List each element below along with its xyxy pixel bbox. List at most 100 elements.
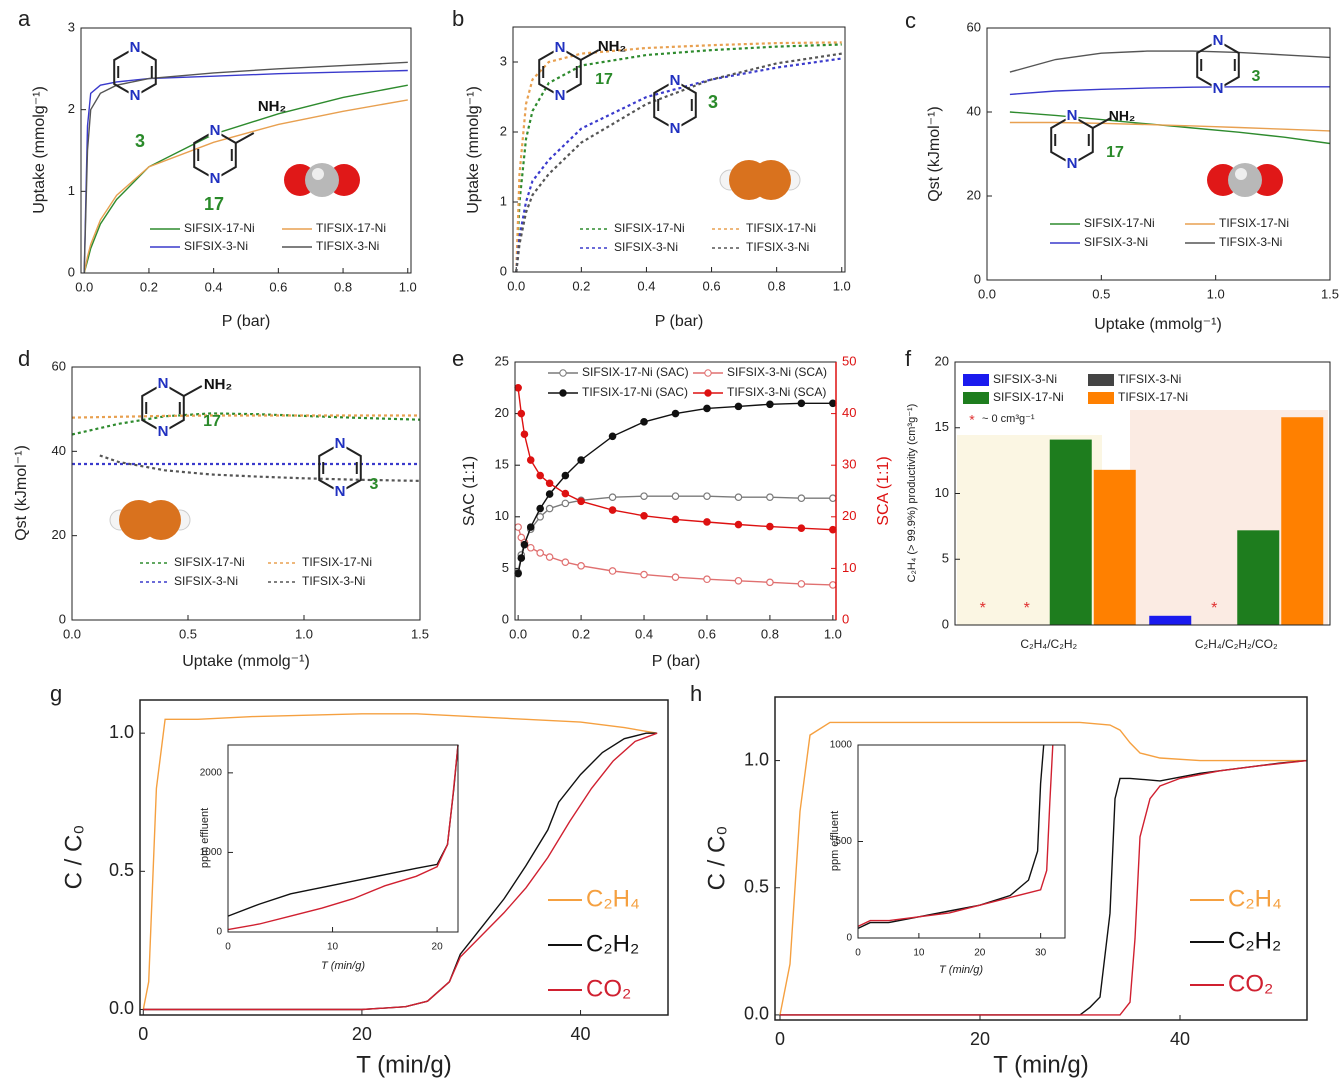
panel-label: f xyxy=(905,346,912,371)
x-axis-label: Uptake (mmolg⁻¹) xyxy=(182,653,310,670)
data-point xyxy=(798,525,804,531)
data-point xyxy=(537,505,543,511)
y-tick-label: 0 xyxy=(59,611,66,626)
y-tick-label: 3 xyxy=(68,19,75,34)
annotation: 3 xyxy=(135,131,145,151)
legend-label: CO₂ xyxy=(1228,970,1273,997)
legend-label: SIFSIX-17-Ni xyxy=(993,390,1064,404)
y-tick-label: 2000 xyxy=(200,767,223,778)
annotation: NH₂ xyxy=(598,38,626,55)
data-point xyxy=(672,574,678,580)
y-axis-label: C / C₀ xyxy=(703,826,730,891)
molecule-atom xyxy=(141,500,181,540)
x-tick-label: 10 xyxy=(913,948,925,959)
y-tick-label: 0.0 xyxy=(744,1004,769,1024)
legend-label: SIFSIX-3-Ni xyxy=(614,240,678,254)
data-point xyxy=(537,550,543,556)
data-point xyxy=(798,400,804,406)
x-tick-label: 40 xyxy=(1170,1029,1190,1049)
bar xyxy=(1050,440,1092,625)
legend-label: SIFSIX-17-Ni xyxy=(174,555,245,569)
data-point xyxy=(830,527,836,533)
y-tick-label: 0 xyxy=(216,927,222,938)
y-tick-label: 0.5 xyxy=(744,876,769,896)
figure: abcdefgh0.00.20.40.60.81.00123P (bar)Upt… xyxy=(0,0,1343,1080)
x-tick-label: 0.4 xyxy=(635,626,653,641)
x-tick-label: 0.5 xyxy=(179,626,197,641)
legend-marker xyxy=(560,390,566,396)
data-point xyxy=(546,480,552,486)
y-tick-label: 1 xyxy=(68,183,75,198)
y-axis-label: ppm effluent xyxy=(199,808,211,868)
legend-label: TIFSIX-3-Ni (SCA) xyxy=(727,385,826,399)
data-point xyxy=(521,541,527,547)
data-point xyxy=(515,570,521,576)
atom-label: N xyxy=(158,423,169,440)
panel-label: g xyxy=(50,681,62,706)
data-point xyxy=(528,545,534,551)
y2-tick-label: 20 xyxy=(842,508,856,523)
data-point xyxy=(546,491,552,497)
legend-swatch xyxy=(1088,374,1114,386)
data-point xyxy=(521,431,527,437)
data-point xyxy=(735,494,741,500)
x-tick-label: 10 xyxy=(327,942,339,953)
x-tick-label: 0 xyxy=(855,948,861,959)
panel-label: e xyxy=(452,346,464,371)
panel-label: b xyxy=(452,6,464,31)
atom-label: N xyxy=(335,435,346,452)
data-point xyxy=(767,579,773,585)
legend-label: SIFSIX-3-Ni xyxy=(174,574,238,588)
y-axis-label: C₂H₄ (> 99.9%) productivity (cm³g⁻¹) xyxy=(906,404,918,583)
atom-label: N xyxy=(158,375,169,392)
data-point xyxy=(641,419,647,425)
legend-label: TIFSIX-17-Ni xyxy=(746,221,816,235)
y-tick-label: 10 xyxy=(495,508,509,523)
data-point xyxy=(641,493,647,499)
annotation: 3 xyxy=(708,92,718,112)
data-point xyxy=(767,523,773,529)
x-tick-label: 0.0 xyxy=(63,626,81,641)
legend-swatch xyxy=(1088,392,1114,404)
data-point xyxy=(798,581,804,587)
y-tick-label: 20 xyxy=(935,353,949,368)
molecule-atom xyxy=(1228,163,1262,197)
y-tick-label: 0.0 xyxy=(109,998,134,1018)
y-tick-label: 0 xyxy=(846,933,852,944)
legend-label: TIFSIX-3-Ni xyxy=(302,574,365,588)
annotation: NH₂ xyxy=(1109,108,1135,124)
legend-label: SIFSIX-17-Ni (SAC) xyxy=(582,365,689,379)
data-point xyxy=(704,576,710,582)
y-tick-label: 0 xyxy=(974,271,981,286)
data-point xyxy=(672,493,678,499)
y-axis-label: Qst (kJmol⁻¹) xyxy=(13,445,30,541)
series-line xyxy=(518,403,833,573)
y-axis-label: Uptake (mmolg⁻¹) xyxy=(31,86,48,214)
data-point xyxy=(562,559,568,565)
x-axis-label: T (min/g) xyxy=(321,960,365,972)
x-tick-label: 0.8 xyxy=(768,278,786,293)
x-axis-label: P (bar) xyxy=(222,313,271,330)
zero-marker: * xyxy=(1211,600,1217,617)
x-tick-label: 20 xyxy=(432,942,444,953)
series-line xyxy=(1010,87,1330,95)
y-axis-label: Qst (kJmol⁻¹) xyxy=(926,106,943,202)
atom-label: N xyxy=(555,39,566,56)
x-tick-label: 0.2 xyxy=(140,279,158,294)
data-point xyxy=(735,403,741,409)
data-point xyxy=(609,433,615,439)
atom-label: N xyxy=(555,87,566,104)
y-tick-label: 5 xyxy=(942,551,949,566)
data-point xyxy=(609,494,615,500)
x-tick-label: 0.0 xyxy=(978,286,996,301)
data-point xyxy=(537,472,543,478)
data-point xyxy=(518,555,524,561)
legend-marker xyxy=(560,370,566,376)
data-point xyxy=(537,514,543,520)
atom-label: N xyxy=(210,122,221,139)
annotation: 3 xyxy=(1252,68,1261,85)
x-tick-label: 1.5 xyxy=(1321,286,1339,301)
annotation: 17 xyxy=(203,413,221,430)
y-tick-label: 10 xyxy=(935,485,949,500)
x-tick-label: 0.2 xyxy=(572,278,590,293)
